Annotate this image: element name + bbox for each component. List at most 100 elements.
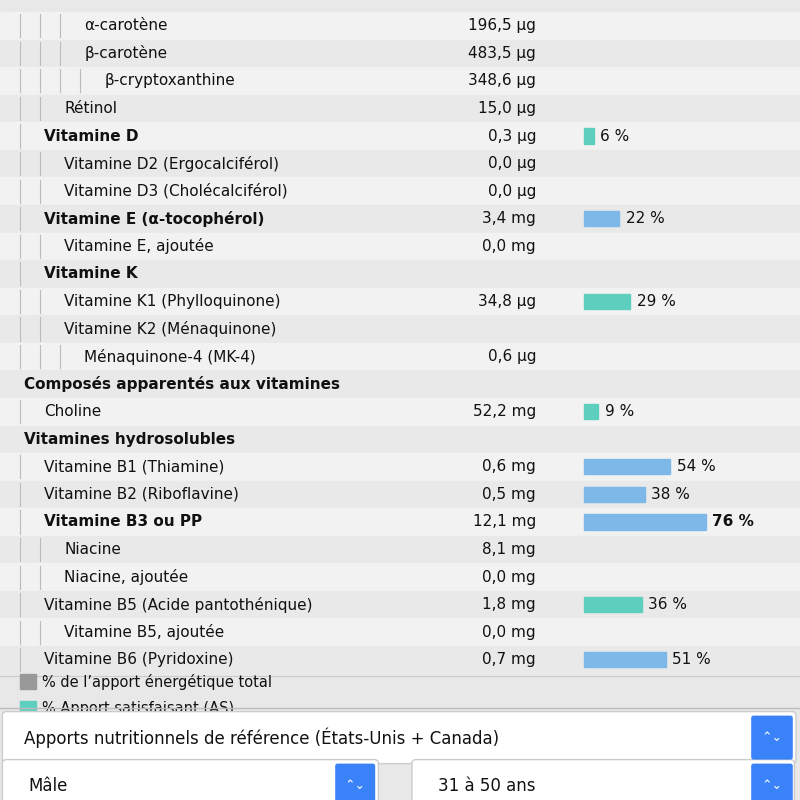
Text: Vitamines hydrosolubles: Vitamines hydrosolubles — [24, 432, 235, 446]
Text: 54 %: 54 % — [677, 459, 715, 474]
Text: % Apport satisfaisant (AS): % Apport satisfaisant (AS) — [42, 701, 234, 715]
Bar — [0, 94, 800, 122]
Text: Vitamine B1 (Thiamine): Vitamine B1 (Thiamine) — [44, 459, 225, 474]
Bar — [0, 481, 800, 508]
Text: 0,0 μg: 0,0 μg — [488, 184, 536, 198]
Text: 0,5 mg: 0,5 mg — [482, 487, 536, 502]
Text: ⌃⌄: ⌃⌄ — [762, 731, 782, 744]
Bar — [0, 178, 800, 205]
Bar — [0, 426, 800, 453]
Text: Vitamine E, ajoutée: Vitamine E, ajoutée — [64, 238, 214, 254]
Bar — [584, 652, 666, 667]
Bar — [0, 233, 800, 260]
Text: α-carotène: α-carotène — [85, 18, 168, 34]
Text: Niacine, ajoutée: Niacine, ajoutée — [64, 569, 189, 585]
Text: 0,0 μg: 0,0 μg — [488, 156, 536, 171]
Text: 29 %: 29 % — [637, 294, 676, 309]
Bar — [0, 67, 800, 94]
Bar — [584, 514, 706, 530]
Bar — [0, 370, 800, 398]
Text: 196,5 μg: 196,5 μg — [468, 18, 536, 34]
Bar — [0, 618, 800, 646]
FancyBboxPatch shape — [412, 760, 794, 800]
Bar — [584, 404, 598, 419]
Text: Vitamine D3 (Cholécalciférol): Vitamine D3 (Cholécalciférol) — [64, 183, 288, 199]
Text: 1,8 mg: 1,8 mg — [482, 597, 536, 612]
Text: 0,0 mg: 0,0 mg — [482, 570, 536, 585]
Text: 0,7 mg: 0,7 mg — [482, 652, 536, 667]
Text: 9 %: 9 % — [605, 404, 634, 419]
Text: Niacine: Niacine — [64, 542, 121, 557]
Text: Vitamine B6 (Pyridoxine): Vitamine B6 (Pyridoxine) — [44, 652, 234, 667]
Bar — [0, 453, 800, 481]
Text: 8,1 mg: 8,1 mg — [482, 542, 536, 557]
Bar — [0, 205, 800, 233]
Text: 22 %: 22 % — [626, 211, 664, 226]
Bar — [584, 487, 645, 502]
Bar — [20, 674, 36, 689]
Text: 6 %: 6 % — [600, 129, 630, 143]
Text: Vitamine B2 (Riboflavine): Vitamine B2 (Riboflavine) — [44, 487, 239, 502]
Text: Vitamine B3 ou PP: Vitamine B3 ou PP — [44, 514, 202, 530]
Text: Rétinol: Rétinol — [64, 101, 118, 116]
Text: Vitamine B5, ajoutée: Vitamine B5, ajoutée — [64, 624, 225, 640]
Text: Vitamine K: Vitamine K — [44, 266, 138, 282]
Bar — [0, 122, 800, 150]
Bar — [0, 536, 800, 563]
Text: 0,0 mg: 0,0 mg — [482, 625, 536, 640]
Bar — [0, 288, 800, 315]
Text: 12,1 mg: 12,1 mg — [473, 514, 536, 530]
Bar — [0, 315, 800, 342]
Text: Apports nutritionnels de référence (États-Unis + Canada): Apports nutritionnels de référence (État… — [24, 727, 499, 748]
Bar — [0, 398, 800, 426]
FancyBboxPatch shape — [2, 712, 796, 763]
Text: Vitamine E (α-tocophérol): Vitamine E (α-tocophérol) — [44, 210, 265, 226]
Text: % de l’apport énergétique total: % de l’apport énergétique total — [42, 674, 272, 690]
Text: 0,6 mg: 0,6 mg — [482, 459, 536, 474]
Text: 76 %: 76 % — [712, 514, 754, 530]
Text: 0,3 μg: 0,3 μg — [487, 129, 536, 143]
Text: Ménaquinone-4 (MK-4): Ménaquinone-4 (MK-4) — [85, 349, 256, 365]
FancyBboxPatch shape — [2, 760, 378, 800]
Bar — [584, 129, 594, 144]
Text: 348,6 μg: 348,6 μg — [468, 74, 536, 89]
Text: β-cryptoxanthine: β-cryptoxanthine — [105, 74, 235, 89]
Text: 34,8 μg: 34,8 μg — [478, 294, 536, 309]
Text: Vitamine K1 (Phylloquinone): Vitamine K1 (Phylloquinone) — [64, 294, 281, 309]
Text: 51 %: 51 % — [672, 652, 710, 667]
Bar — [0, 508, 800, 536]
Text: % Apport nutritionnel recommandé (ANR): % Apport nutritionnel recommandé (ANR) — [42, 726, 348, 742]
Text: β-carotène: β-carotène — [85, 46, 168, 62]
Bar — [0, 342, 800, 370]
Text: 483,5 μg: 483,5 μg — [468, 46, 536, 61]
Bar — [0, 260, 800, 288]
Text: Vitamine D2 (Ergocalciférol): Vitamine D2 (Ergocalciférol) — [64, 156, 279, 172]
Bar — [0, 563, 800, 591]
Text: 52,2 mg: 52,2 mg — [473, 404, 536, 419]
Text: 15,0 μg: 15,0 μg — [478, 101, 536, 116]
FancyBboxPatch shape — [751, 763, 793, 800]
Text: Mâle: Mâle — [28, 777, 67, 794]
Text: Vitamine B5 (Acide pantothénique): Vitamine B5 (Acide pantothénique) — [44, 597, 313, 613]
Bar — [20, 701, 36, 715]
Bar — [0, 646, 800, 674]
Bar — [0, 591, 800, 618]
FancyBboxPatch shape — [335, 763, 375, 800]
Text: 0,6 μg: 0,6 μg — [487, 349, 536, 364]
Bar — [584, 459, 670, 474]
Text: Vitamine K2 (Ménaquinone): Vitamine K2 (Ménaquinone) — [64, 321, 277, 337]
Bar — [0, 39, 800, 67]
Text: 0,0 mg: 0,0 mg — [482, 239, 536, 254]
Bar — [20, 727, 36, 742]
Text: 38 %: 38 % — [651, 487, 690, 502]
Bar — [584, 211, 619, 226]
Text: 3,4 mg: 3,4 mg — [482, 211, 536, 226]
FancyBboxPatch shape — [751, 715, 793, 760]
Bar — [584, 597, 642, 612]
Text: ⌃⌄: ⌃⌄ — [345, 779, 366, 792]
Text: ⌃⌄: ⌃⌄ — [762, 779, 782, 792]
Bar — [0, 150, 800, 178]
Text: Vitamine D: Vitamine D — [44, 129, 138, 143]
Bar — [0, 12, 800, 39]
Text: Composés apparentés aux vitamines: Composés apparentés aux vitamines — [24, 376, 340, 392]
